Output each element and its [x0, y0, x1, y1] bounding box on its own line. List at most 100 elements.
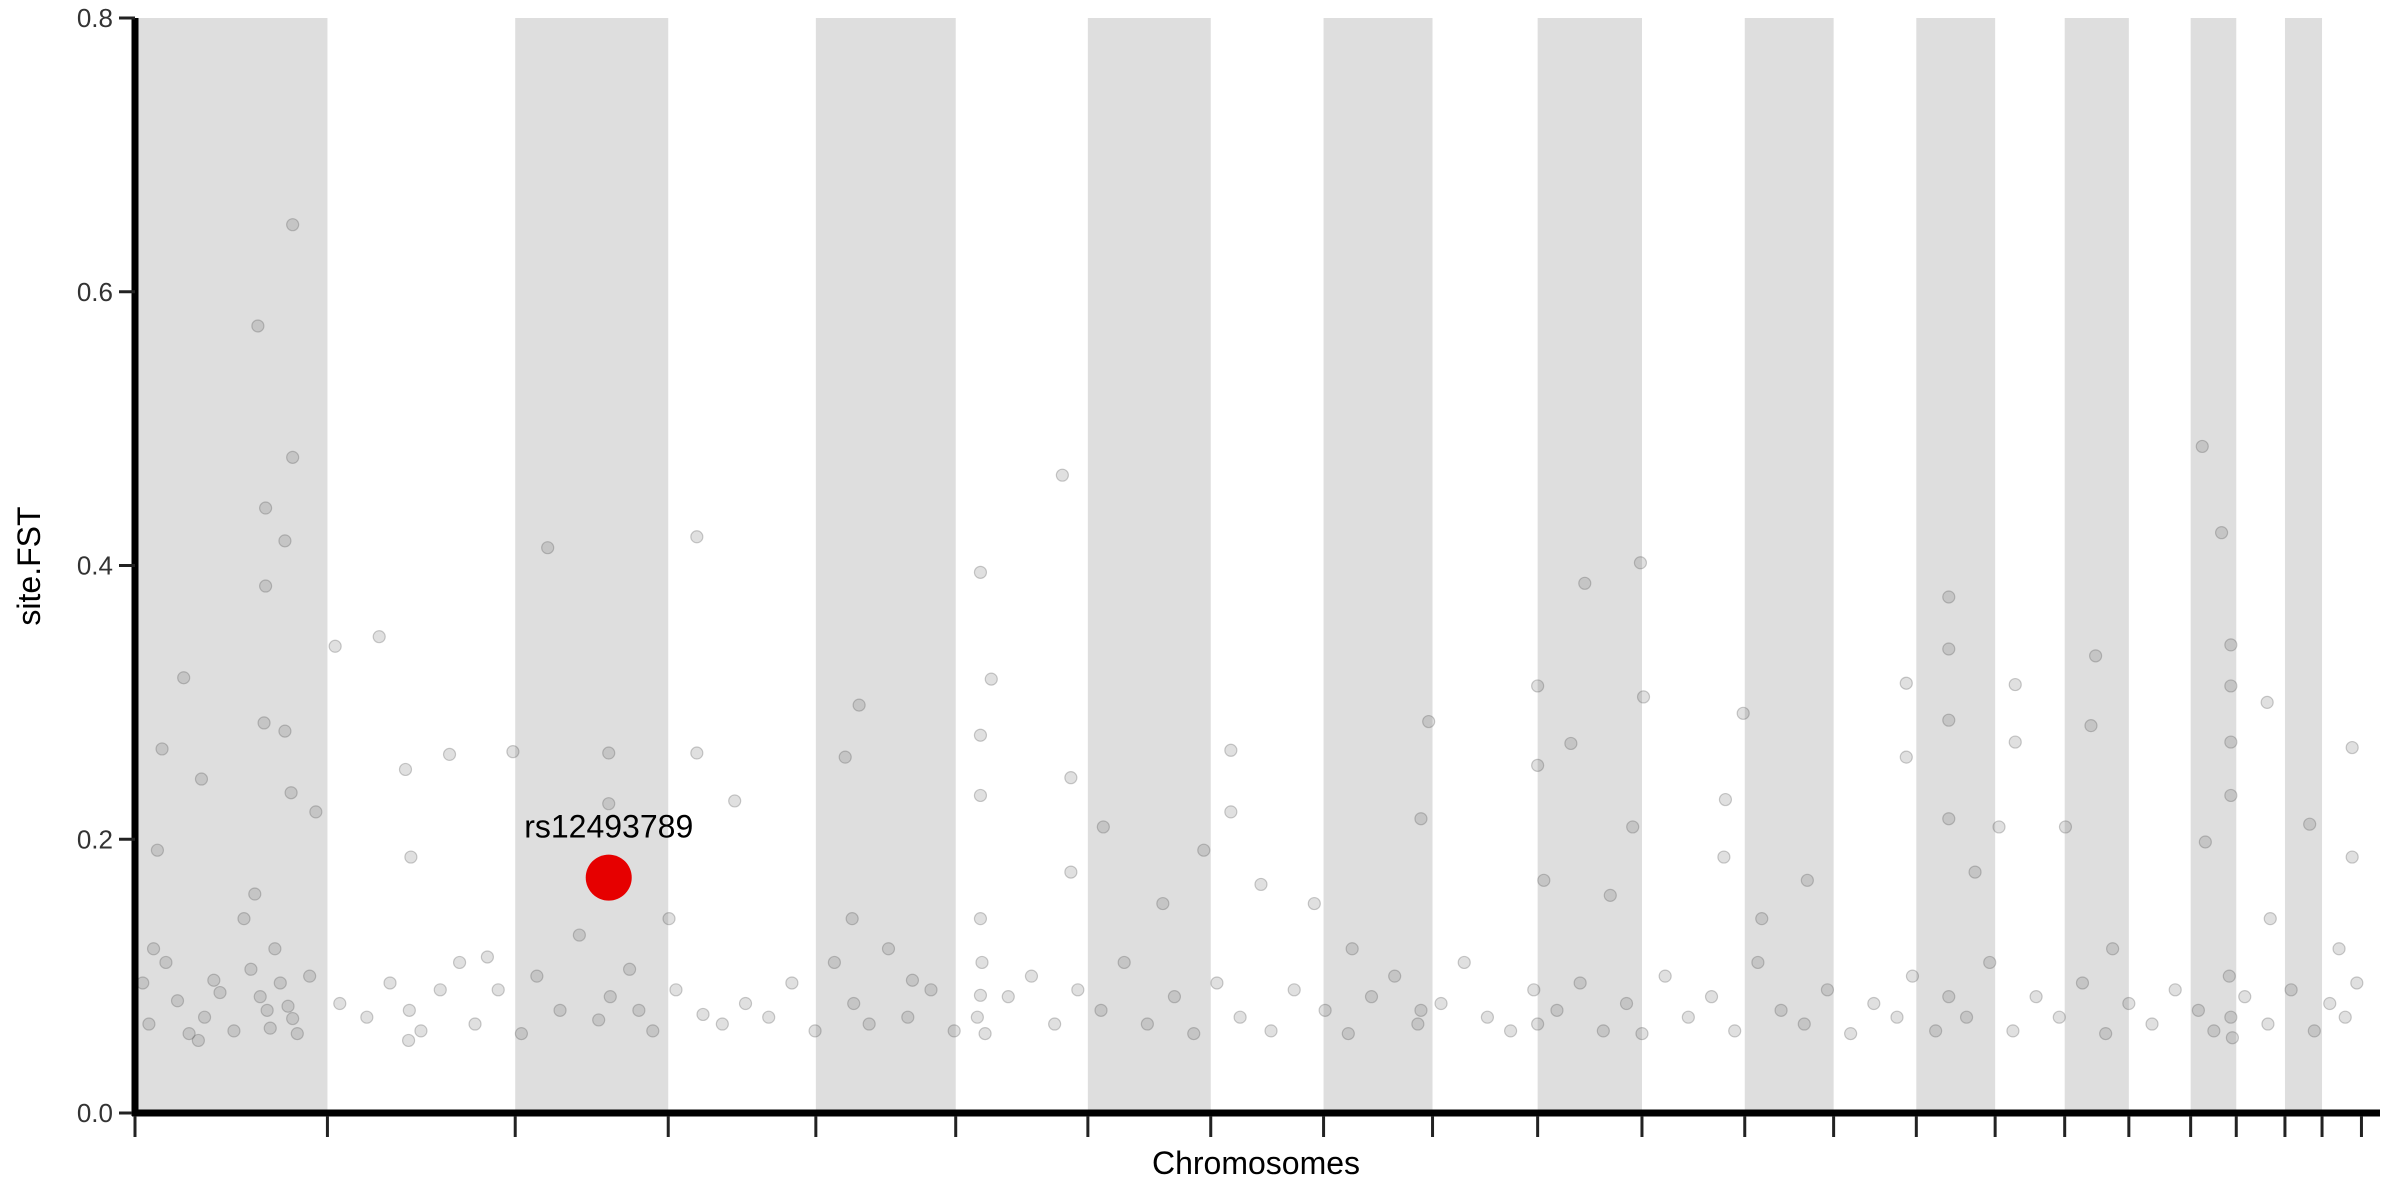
chromosome-band	[1323, 18, 1433, 1113]
snp-point	[2224, 1010, 2238, 1024]
snp-point	[1071, 983, 1085, 997]
snp-point	[669, 983, 683, 997]
snp-point	[973, 988, 988, 1002]
snp-point	[852, 698, 866, 712]
snp-point	[213, 985, 227, 1000]
snp-point	[1942, 642, 1956, 656]
snp-point	[541, 541, 555, 555]
snp-point	[1341, 1027, 1355, 1041]
snp-point	[1224, 743, 1238, 757]
snp-point	[762, 1010, 776, 1024]
snp-point	[1626, 820, 1640, 834]
snp-point	[1531, 1017, 1545, 1031]
snp-point	[1527, 983, 1541, 997]
snp-point	[142, 1017, 156, 1031]
snp-point	[281, 999, 295, 1013]
snp-point	[360, 1010, 374, 1024]
snp-point	[480, 950, 494, 964]
snp-point	[251, 319, 265, 333]
snp-points	[136, 218, 2364, 1048]
snp-point	[2052, 1010, 2066, 1024]
y-tick-label: 0.6	[77, 277, 113, 307]
snp-point	[1480, 1010, 1495, 1024]
snp-point	[1537, 873, 1551, 887]
snp-point	[1578, 576, 1592, 590]
snp-point	[1064, 771, 1078, 785]
snp-point	[1064, 865, 1078, 879]
snp-point	[602, 746, 616, 760]
snp-point	[845, 912, 859, 926]
chromosome-band	[135, 18, 328, 1113]
snp-point	[452, 955, 467, 970]
snp-point	[1658, 969, 1672, 983]
snp-point	[1596, 1024, 1610, 1038]
snp-point	[602, 797, 616, 811]
snp-point	[1388, 969, 1402, 983]
snp-point	[905, 973, 920, 987]
snp-point	[273, 976, 287, 990]
snp-point	[2263, 912, 2277, 926]
snp-point	[2084, 719, 2098, 733]
snp-point	[2345, 740, 2359, 755]
chromosome-band	[2064, 18, 2129, 1113]
highlighted-snp: rs12493789	[524, 809, 693, 901]
snp-point	[309, 805, 323, 819]
snp-point	[1774, 1003, 1788, 1017]
snp-point	[1992, 820, 2006, 834]
snp-point	[862, 1017, 876, 1031]
snp-point	[402, 1003, 416, 1017]
snp-point	[2350, 976, 2364, 990]
snp-point	[263, 1021, 277, 1035]
snp-point	[1820, 983, 1835, 997]
snp-point	[1055, 468, 1069, 482]
snp-point	[632, 1003, 646, 1017]
snp-point	[491, 983, 505, 997]
snp-point	[2029, 990, 2043, 1004]
snp-point	[1633, 556, 1648, 570]
snp-point	[1364, 990, 1379, 1004]
snp-point	[1117, 955, 1131, 970]
snp-point	[1619, 996, 1634, 1011]
snp-point	[286, 1011, 300, 1026]
snp-point	[2122, 996, 2136, 1011]
chromosome-band	[1916, 18, 1996, 1113]
snp-point	[398, 762, 413, 777]
snp-point	[973, 565, 988, 579]
snp-point	[1167, 990, 1182, 1004]
snp-point	[2238, 990, 2252, 1004]
snp-point	[244, 962, 258, 976]
snp-point	[194, 772, 209, 786]
snp-point	[973, 912, 988, 926]
snp-point	[1867, 996, 1881, 1011]
snp-point	[2099, 1027, 2113, 1041]
snp-point	[1197, 843, 1211, 857]
snp-point	[1942, 590, 1956, 604]
snp-point	[1156, 896, 1170, 911]
snp-point	[284, 786, 298, 800]
snp-point	[924, 983, 938, 997]
snp-point	[690, 530, 704, 544]
snp-point	[259, 579, 273, 593]
chromosome-band	[1087, 18, 1211, 1113]
snp-point	[1905, 969, 1920, 983]
snp-point	[2008, 677, 2022, 692]
snp-point	[1942, 713, 1956, 727]
snp-point	[468, 1017, 482, 1031]
snp-point	[2224, 788, 2238, 803]
y-axis: 0.0 0.2 0.4 0.6 0.8	[77, 3, 139, 1128]
snp-point	[2224, 638, 2238, 652]
snp-point	[1287, 983, 1301, 997]
snp-point	[947, 1024, 961, 1038]
snp-point	[1717, 850, 1731, 864]
snp-point	[2332, 942, 2346, 956]
snp-point	[1573, 976, 1587, 990]
snp-point	[975, 955, 989, 970]
snp-point	[1224, 805, 1238, 819]
snp-point	[1890, 1010, 1904, 1024]
snp-point	[2195, 439, 2209, 454]
snp-point	[286, 450, 300, 464]
snp-point	[1233, 1010, 1247, 1024]
snp-point	[1844, 1027, 1858, 1041]
snp-point	[1718, 792, 1733, 807]
snp-point	[433, 983, 447, 997]
